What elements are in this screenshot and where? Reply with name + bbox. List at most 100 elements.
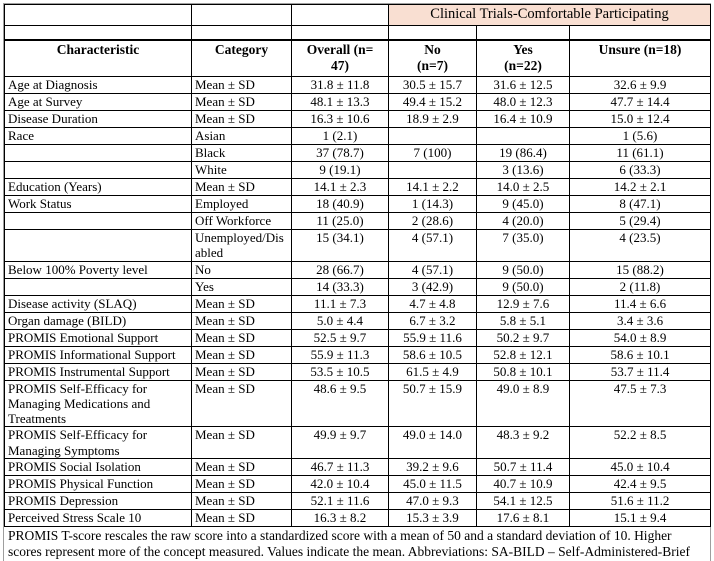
table-row: PROMIS Informational Support Mean ± SD 55.… — [4, 345, 712, 364]
clinical-trials-banner: Clinical Trials-Comfortable Participatin… — [387, 4, 712, 26]
cell-category: Black — [191, 143, 292, 162]
table-row: Organ damage (BILD) Mean ± SD 5.0 ± 4.4 6.7… — [4, 311, 712, 330]
cell-no: 1 (14.3) — [388, 194, 477, 213]
cell-yes: 9 (50.0) — [476, 260, 570, 279]
cell-characteristic: PROMIS Depression — [4, 492, 192, 511]
cell-overall: 46.7 ± 11.3 — [291, 458, 389, 477]
cell-overall: 42.0 ± 10.4 — [291, 475, 389, 494]
cell-unsure: 15.1 ± 9.4 — [568, 509, 712, 528]
cell-unsure: 52.2 ± 8.5 — [568, 426, 712, 460]
table-row: White 9 (19.1) 3 (13.6) 6 (33.3) — [4, 160, 712, 179]
cell-yes: 50.2 ± 9.7 — [476, 328, 570, 347]
cell-yes: 9 (50.0) — [476, 277, 570, 296]
cell-yes: 16.4 ± 10.9 — [476, 109, 570, 128]
header-unsure: Unsure (n=18) — [568, 38, 712, 77]
cell-unsure: 47.7 ± 14.4 — [568, 92, 712, 111]
cell-unsure: 11 (61.1) — [568, 143, 712, 162]
empty-cell — [191, 4, 292, 26]
cell-category: Mean ± SD — [191, 492, 292, 511]
cell-category: Mean ± SD — [191, 345, 292, 364]
header-characteristic: Characteristic — [4, 38, 192, 77]
cell-category: Unemployed/Disabled — [191, 228, 292, 262]
cell-characteristic: PROMIS Emotional Support — [4, 328, 192, 347]
cell-characteristic: Age at Survey — [4, 92, 192, 111]
cell-unsure: 47.5 ± 7.3 — [568, 379, 712, 428]
cell-characteristic: Organ damage (BILD) — [4, 311, 192, 330]
cell-unsure: 3.4 ± 3.6 — [568, 311, 712, 330]
cell-characteristic: PROMIS Physical Function — [4, 475, 192, 494]
cell-overall: 18 (40.9) — [291, 194, 389, 213]
cell-yes: 3 (13.6) — [476, 160, 570, 179]
cell-category: Mean ± SD — [191, 362, 292, 381]
cell-category: Yes — [191, 277, 292, 296]
cell-category: White — [191, 160, 292, 179]
empty-cell — [4, 25, 192, 41]
cell-unsure: 8 (47.1) — [568, 194, 712, 213]
cell-characteristic — [4, 143, 192, 162]
cell-overall: 11 (25.0) — [291, 211, 389, 230]
table-row: Education (Years) Mean ± SD 14.1 ± 2.3 14.1… — [4, 177, 712, 196]
cell-yes: 40.7 ± 10.9 — [476, 475, 570, 494]
cell-overall: 28 (66.7) — [291, 260, 389, 279]
cell-overall: 1 (2.1) — [291, 126, 389, 145]
cell-category: No — [191, 260, 292, 279]
empty-cell — [291, 4, 389, 26]
cell-unsure: 45.0 ± 10.4 — [568, 458, 712, 477]
table-row: Unemployed/Disabled 15 (34.1) 4 (57.1) 7 (3… — [4, 228, 712, 262]
cell-category: Mean ± SD — [191, 458, 292, 477]
cell-yes: 19 (86.4) — [476, 143, 570, 162]
empty-cell — [476, 25, 570, 41]
table-footnote: PROMIS T-score rescales the raw score in… — [8, 528, 691, 561]
cell-unsure: 4 (23.5) — [568, 228, 712, 262]
cell-category: Mean ± SD — [191, 509, 292, 528]
column-header-row: Characteristic Category Overall (n= 47) … — [4, 38, 712, 77]
spacer-row — [4, 25, 712, 41]
table-row: Yes 14 (33.3) 3 (42.9) 9 (50.0) 2 (11.8) — [4, 277, 712, 296]
table-row: Off Workforce 11 (25.0) 2 (28.6) 4 (20.0) 5 … — [4, 211, 712, 230]
cell-overall: 14.1 ± 2.3 — [291, 177, 389, 196]
cell-yes: 54.1 ± 12.5 — [476, 492, 570, 511]
cell-overall: 48.6 ± 9.5 — [291, 379, 389, 428]
table-row: Work Status Employed 18 (40.9) 1 (14.3) 9 (4… — [4, 194, 712, 213]
cell-overall: 9 (19.1) — [291, 160, 389, 179]
cell-unsure: 6 (33.3) — [568, 160, 712, 179]
cell-yes: 50.8 ± 10.1 — [476, 362, 570, 381]
cell-yes: 49.0 ± 8.9 — [476, 379, 570, 428]
cell-unsure: 14.2 ± 2.1 — [568, 177, 712, 196]
cell-category: Mean ± SD — [191, 92, 292, 111]
cell-characteristic: PROMIS Social Isolation — [4, 458, 192, 477]
cell-characteristic: Perceived Stress Scale 10 — [4, 509, 192, 528]
cell-yes: 48.0 ± 12.3 — [476, 92, 570, 111]
cell-overall: 11.1 ± 7.3 — [291, 294, 389, 313]
cell-unsure: 5 (29.4) — [568, 211, 712, 230]
cell-yes: 12.9 ± 7.6 — [476, 294, 570, 313]
cell-overall: 16.3 ± 8.2 — [291, 509, 389, 528]
cell-no: 14.1 ± 2.2 — [388, 177, 477, 196]
table-row: Age at Survey Mean ± SD 48.1 ± 13.3 49.4 ± … — [4, 92, 712, 111]
table-row: PROMIS Self-Efficacy for Managing Medica… — [4, 379, 712, 428]
cell-no: 18.9 ± 2.9 — [388, 109, 477, 128]
table-row: PROMIS Emotional Support Mean ± SD 52.5 ± … — [4, 328, 712, 347]
table-row: Age at Diagnosis Mean ± SD 31.8 ± 11.8 30.5… — [4, 75, 712, 94]
cell-no — [388, 126, 477, 145]
cell-no: 3 (42.9) — [388, 277, 477, 296]
cell-characteristic — [4, 160, 192, 179]
empty-cell — [568, 25, 712, 41]
cell-unsure: 58.6 ± 10.1 — [568, 345, 712, 364]
cell-no: 55.9 ± 11.6 — [388, 328, 477, 347]
table-row: Perceived Stress Scale 10 Mean ± SD 16.3 ±… — [4, 509, 712, 528]
cell-no: 6.7 ± 3.2 — [388, 311, 477, 330]
cell-no: 30.5 ± 15.7 — [388, 75, 477, 94]
cell-no: 4 (57.1) — [388, 260, 477, 279]
cell-overall: 14 (33.3) — [291, 277, 389, 296]
cell-yes: 31.6 ± 12.5 — [476, 75, 570, 94]
cell-characteristic: PROMIS Self-Efficacy for Managing Medica… — [4, 379, 192, 428]
table-row: Disease Duration Mean ± SD 16.3 ± 10.6 18.9… — [4, 109, 712, 128]
cell-yes: 14.0 ± 2.5 — [476, 177, 570, 196]
cell-no: 39.2 ± 9.6 — [388, 458, 477, 477]
table-row: Race Asian 1 (2.1) 1 (5.6) — [4, 126, 712, 145]
cell-unsure: 11.4 ± 6.6 — [568, 294, 712, 313]
cell-characteristic: PROMIS Self-Efficacy for Managing Sympto… — [4, 426, 192, 460]
cell-category: Mean ± SD — [191, 311, 292, 330]
cell-no: 4 (57.1) — [388, 228, 477, 262]
